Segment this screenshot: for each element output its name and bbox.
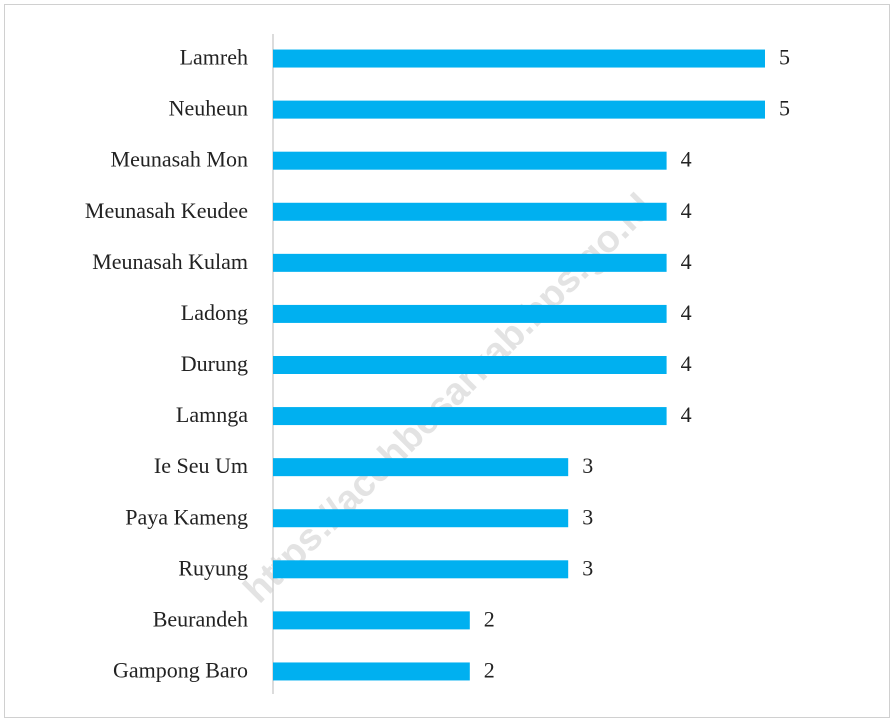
bar — [273, 202, 667, 221]
bar — [273, 662, 470, 681]
y-tick-label: Meunasah Keudee — [85, 198, 248, 223]
value-label: 4 — [681, 198, 692, 223]
value-label: 4 — [681, 300, 692, 325]
y-tick-label: Meunasah Kulam — [92, 249, 248, 274]
y-tick-label: Lamnga — [176, 402, 248, 427]
value-label: 3 — [582, 504, 593, 529]
bar — [273, 407, 667, 426]
y-tick-label: Ruyung — [178, 555, 248, 580]
value-label: 3 — [582, 453, 593, 478]
value-label: 3 — [582, 555, 593, 580]
y-tick-label: Paya Kameng — [125, 504, 248, 529]
value-label: 2 — [484, 606, 495, 631]
bar — [273, 100, 765, 119]
value-label: 2 — [484, 658, 495, 683]
y-tick-label: Ie Seu Um — [154, 453, 248, 478]
value-label: 4 — [681, 249, 692, 274]
value-label: 4 — [681, 147, 692, 172]
bar — [273, 151, 667, 170]
value-label: 4 — [681, 402, 692, 427]
y-tick-label: Ladong — [181, 300, 248, 325]
bar — [273, 509, 569, 528]
y-tick-label: Gampong Baro — [113, 658, 248, 683]
value-label: 5 — [779, 96, 790, 121]
bar — [273, 304, 667, 323]
value-label: 5 — [779, 45, 790, 70]
bar — [273, 356, 667, 374]
y-tick-label: Lamreh — [180, 45, 248, 70]
y-tick-label: Durung — [181, 351, 248, 376]
y-tick-label: Beurandeh — [153, 606, 248, 631]
y-tick-label: Meunasah Mon — [111, 147, 248, 172]
bar — [273, 611, 470, 630]
bar — [273, 458, 569, 477]
y-tick-label: Neuheun — [169, 96, 248, 121]
bar — [273, 560, 569, 579]
bar — [273, 253, 667, 272]
bar — [273, 49, 765, 68]
value-label: 4 — [681, 351, 692, 376]
